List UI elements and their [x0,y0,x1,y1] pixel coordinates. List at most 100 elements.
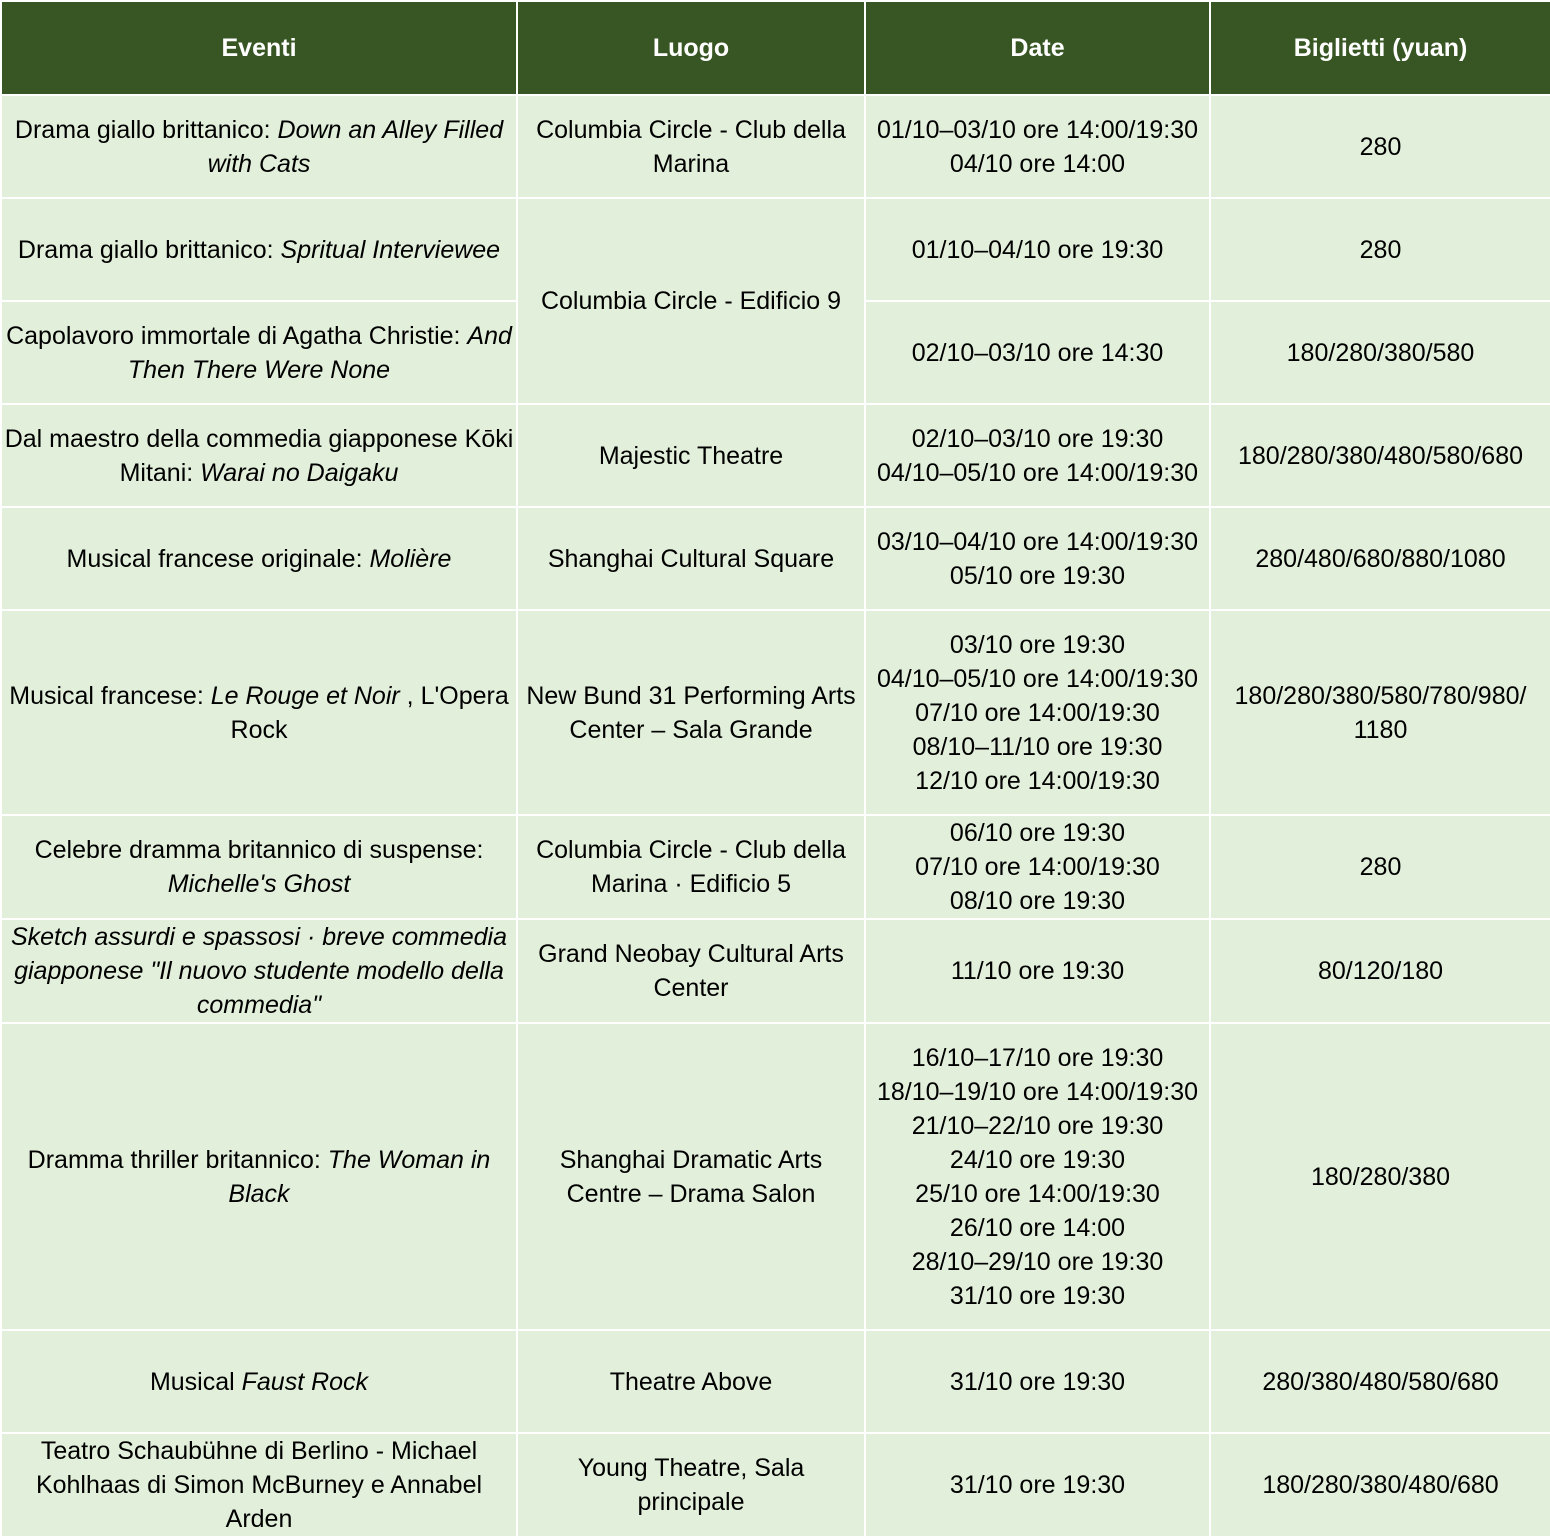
date-line: 16/10–17/10 ore 19:30 [911,1043,1164,1072]
dates-cell: 03/10 ore 19:30 04/10–05/10 ore 14:00/19:… [864,609,1211,816]
header-row: Eventi Luogo Date Biglietti (yuan) [0,0,1550,96]
date-line: 07/10 ore 14:00/19:30 [915,698,1160,727]
date-line: 28/10–29/10 ore 19:30 [911,1247,1164,1276]
event-title: And Then There Were None [127,321,512,384]
table-row: Drama giallo brittanico: Spritual Interv… [0,197,1550,405]
event-title: Le Rouge et Noir [210,681,400,710]
table-row: Musical francese originale: Molière Shang… [0,506,1550,611]
price-cell: 280 [1209,814,1550,920]
date-line: 11/10 ore 19:30 [950,957,1125,985]
date-line: 31/10 ore 19:30 [949,1471,1126,1499]
table-row: Celebre dramma britannico di suspense: M… [0,814,1550,920]
event-text: Drama giallo brittanico: [14,115,278,144]
date-line: 01/10–03/10 ore 14:00/19:30 [876,115,1199,144]
dates-cell: 31/10 ore 19:30 [864,1329,1211,1434]
date-line: 07/10 ore 14:00/19:30 [915,853,1160,881]
venue-cell: Theatre Above [516,1329,866,1434]
dates-cell: 01/10–03/10 ore 14:00/19:30 04/10 ore 14:… [864,94,1211,199]
header-venue: Luogo [516,0,866,96]
event-cell: Musical francese originale: Molière [0,506,518,611]
dates-cell: 03/10–04/10 ore 14:00/19:30 05/10 ore 19:… [864,506,1211,611]
event-title: Molière [369,544,452,573]
venue-cell: Columbia Circle - Club della Marina · Ed… [516,814,866,920]
date-line: 08/10 ore 19:30 [949,887,1126,915]
event-title: Faust Rock [241,1367,369,1396]
event-text: Musical francese originale: [66,544,370,573]
dates-cell: 02/10–03/10 ore 19:30 04/10–05/10 ore 14:… [864,403,1211,508]
header-dates: Date [864,0,1211,96]
price-cell: 280/380/480/580/680 [1209,1329,1550,1434]
event-text: Teatro Schaubühne di Berlino - Michael K… [35,1437,483,1533]
event-cell: Dal maestro della commedia giapponese Kō… [0,403,518,508]
header-events: Eventi [0,0,518,96]
price-cell: 280 [1209,197,1550,302]
event-cell: Sketch assurdi e spassosi · breve commed… [0,918,518,1024]
venue-cell: Young Theatre, Sala principale [516,1432,866,1538]
dates-cell: 16/10–17/10 ore 19:30 18/10–19/10 ore 14:… [864,1022,1211,1331]
date-line: 08/10–11/10 ore 19:30 [912,732,1163,761]
dates-cell: 06/10 ore 19:30 07/10 ore 14:00/19:30 08/1… [864,814,1211,920]
table-row: Musical francese: Le Rouge et Noir , L'O… [0,609,1550,816]
price-cell: 180/280/380/580 [1209,300,1550,405]
date-line: 31/10 ore 19:30 [949,1367,1126,1396]
price-cell: 180/280/380/480/680 [1209,1432,1550,1538]
date-line: 25/10 ore 14:00/19:30 [915,1179,1160,1208]
date-line: 01/10–04/10 ore 19:30 [911,235,1164,264]
header-tickets: Biglietti (yuan) [1209,0,1550,96]
price-cell: 280 [1209,94,1550,199]
dates-cell: 11/10 ore 19:30 [864,918,1211,1024]
venue-cell: Grand Neobay Cultural Arts Center [516,918,866,1024]
date-line: 21/10–22/10 ore 19:30 [911,1111,1164,1140]
table-row: Drama giallo brittanico: Down an Alley F… [0,94,1550,199]
venue-cell: Majestic Theatre [516,403,866,508]
event-cell: Dramma thriller britannico: The Woman in… [0,1022,518,1331]
event-title: Down an Alley Filled with Cats [207,115,504,178]
date-line: 02/10–03/10 ore 14:30 [911,338,1164,367]
date-line: 05/10 ore 19:30 [949,561,1126,590]
venue-cell: New Bund 31 Performing Arts Center – Sal… [516,609,866,816]
table-row: Teatro Schaubühne di Berlino - Michael K… [0,1432,1550,1538]
date-line: 12/10 ore 14:00/19:30 [915,766,1160,795]
event-cell: Drama giallo brittanico: Spritual Interv… [0,197,518,302]
dates-cell: 31/10 ore 19:30 [864,1432,1211,1538]
date-line: 03/10–04/10 ore 14:00/19:30 [876,527,1199,556]
dates-cell: 02/10–03/10 ore 14:30 [864,300,1211,405]
table-row: Capolavoro immortale di Agatha Christie:… [0,300,1550,405]
event-cell: Drama giallo brittanico: Down an Alley F… [0,94,518,199]
event-title: Warai no Daigaku [200,458,399,487]
event-title: Spritual Interviewee [280,235,501,264]
price-cell: 180/280/380/580/780/980/ 1180 [1209,609,1550,816]
venue-cell: Shanghai Dramatic Arts Centre – Drama Sa… [516,1022,866,1331]
price-cell: 180/280/380/480/580/680 [1209,403,1550,508]
table-row: Musical Faust Rock Theatre Above 31/10 ore… [0,1329,1550,1434]
table-row: Dramma thriller britannico: The Woman in… [0,1022,1550,1331]
event-title: Sketch assurdi e spassosi · breve commed… [10,923,508,1019]
date-line: 26/10 ore 14:00 [949,1213,1126,1242]
event-text: Capolavoro immortale di Agatha Christie: [6,321,468,350]
date-line: 18/10–19/10 ore 14:00/19:30 [876,1077,1199,1106]
dates-cell: 01/10–04/10 ore 19:30 [864,197,1211,302]
price-cell: 80/120/180 [1209,918,1550,1024]
date-line: 04/10 ore 14:00 [949,149,1126,178]
table-row: Dal maestro della commedia giapponese Kō… [0,403,1550,508]
date-line: 04/10–05/10 ore 14:00/19:30 [876,664,1199,693]
venue-cell: Shanghai Cultural Square [516,506,866,611]
venue-cell: Columbia Circle - Edificio 9 [516,197,866,405]
price-cell: 180/280/380 [1209,1022,1550,1331]
event-text: Dal maestro della commedia giapponese Kō… [4,424,514,487]
event-cell: Capolavoro immortale di Agatha Christie:… [0,300,518,405]
table-row: Sketch assurdi e spassosi · breve commed… [0,918,1550,1024]
event-cell: Celebre dramma britannico di suspense: M… [0,814,518,920]
event-text: Musical francese: [9,681,211,710]
date-line: 04/10–05/10 ore 14:00/19:30 [876,458,1199,487]
date-line: 02/10–03/10 ore 19:30 [911,424,1164,453]
event-title: Michelle's Ghost [167,870,351,898]
event-cell: Musical francese: Le Rouge et Noir , L'O… [0,609,518,816]
event-title: The Woman in Black [228,1145,491,1208]
event-cell: Musical Faust Rock [0,1329,518,1434]
event-text: Drama giallo brittanico: [17,235,281,264]
event-text: , L'Opera Rock [230,681,509,744]
date-line: 31/10 ore 19:30 [949,1281,1126,1310]
venue-cell: Columbia Circle - Club della Marina [516,94,866,199]
